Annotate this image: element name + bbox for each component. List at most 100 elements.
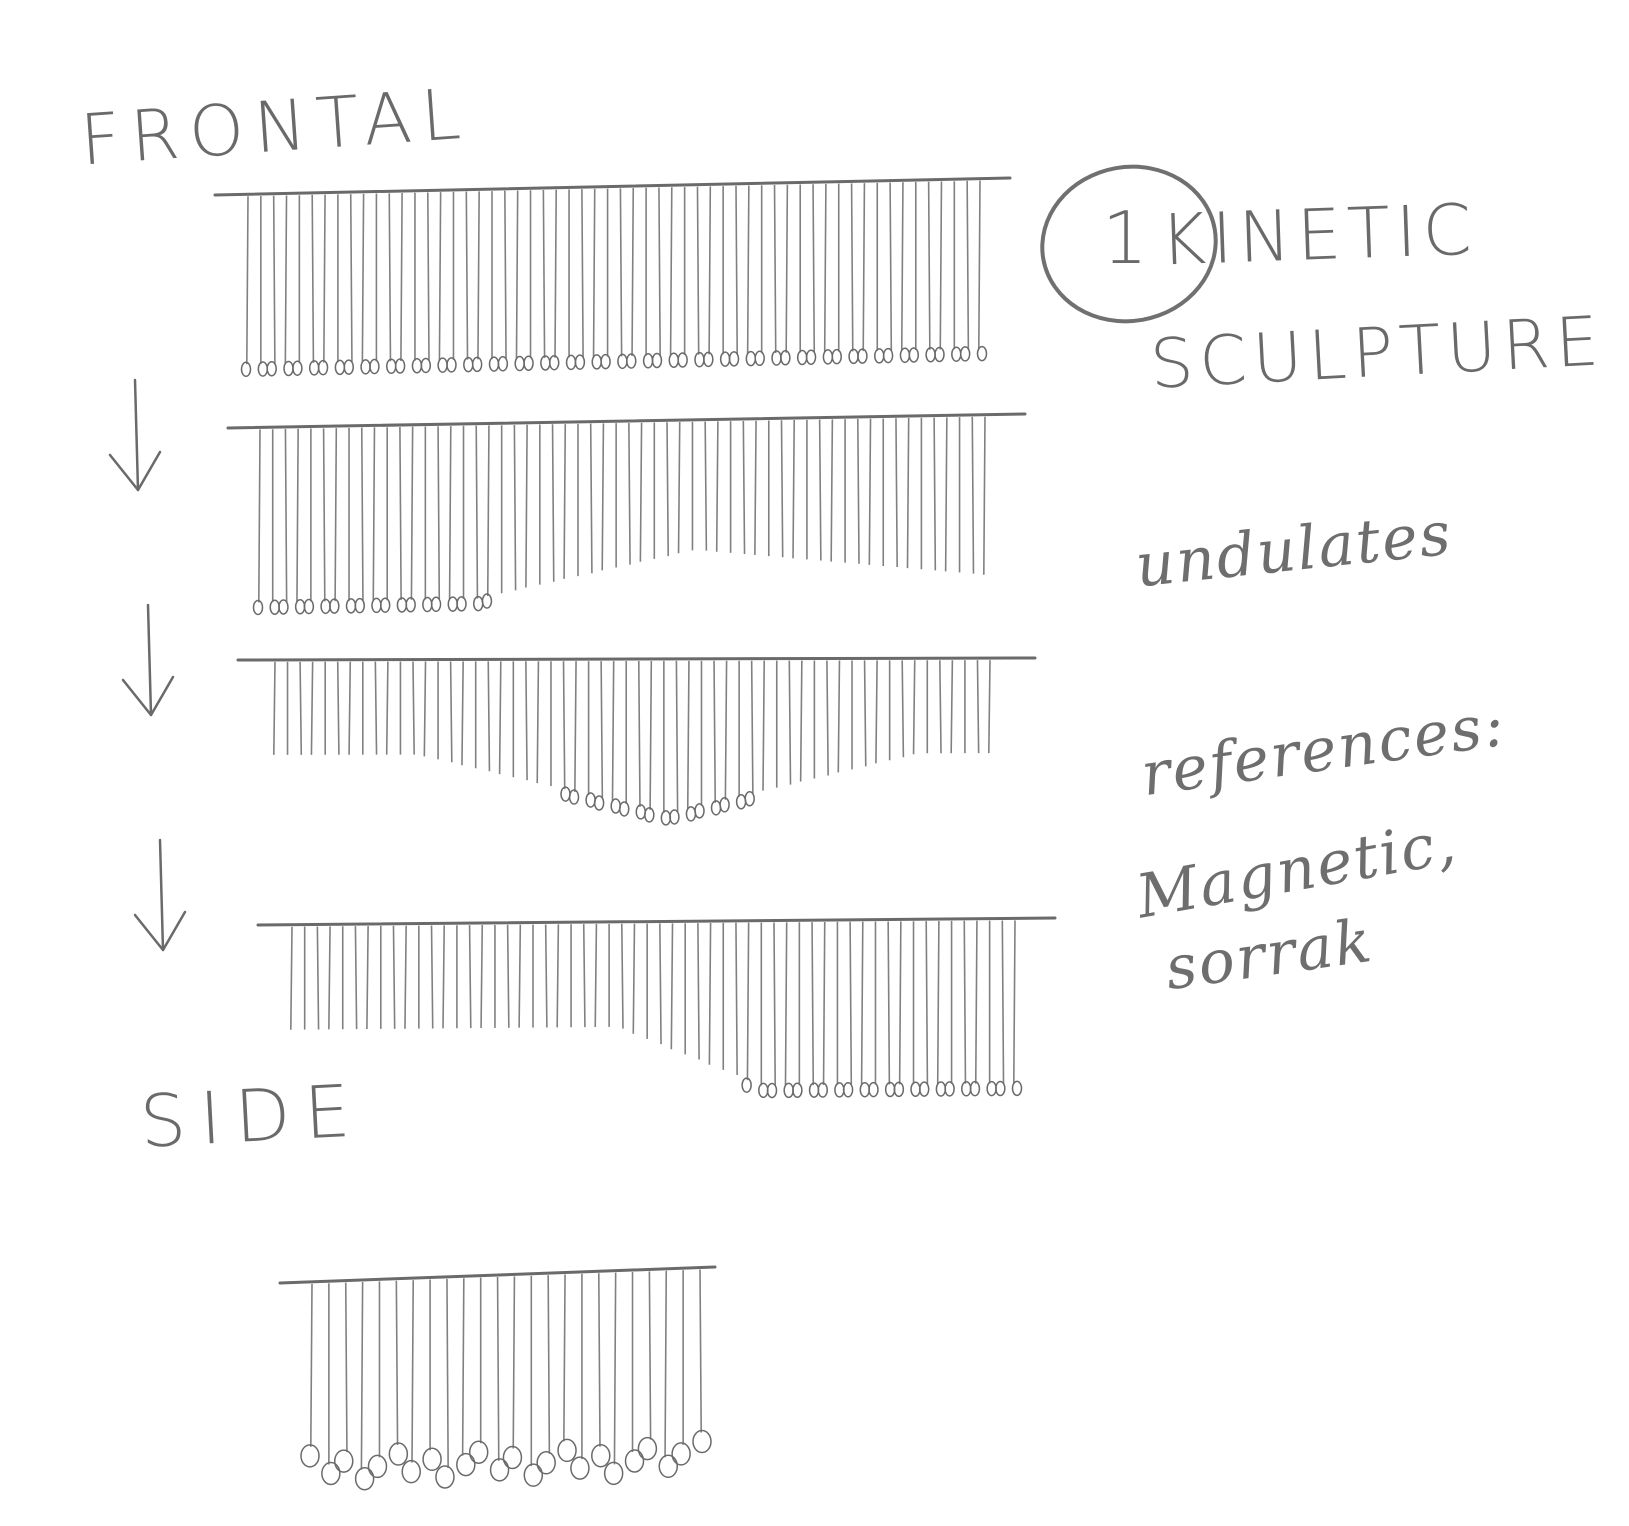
string — [713, 660, 717, 803]
string — [354, 926, 358, 1030]
string — [475, 425, 479, 599]
string — [785, 184, 789, 353]
weight — [766, 1082, 778, 1099]
weight — [624, 1449, 645, 1473]
weight — [321, 1461, 341, 1486]
weight — [471, 356, 483, 373]
weight — [430, 596, 442, 613]
string — [611, 661, 615, 801]
weight — [320, 598, 331, 615]
string — [582, 924, 586, 1028]
weight — [817, 1082, 828, 1098]
string — [927, 181, 931, 350]
string — [974, 920, 978, 1084]
weight — [489, 1458, 510, 1482]
string — [258, 429, 261, 603]
string — [860, 921, 864, 1085]
weight — [388, 1442, 409, 1466]
weight — [805, 349, 817, 365]
side-label: SIDE — [137, 1068, 366, 1164]
weight — [360, 359, 371, 375]
string — [465, 191, 469, 360]
hanging-bar — [278, 1265, 717, 1285]
weight — [269, 599, 280, 615]
string — [978, 180, 981, 349]
string — [513, 424, 517, 591]
weight — [435, 1465, 455, 1489]
weight — [334, 359, 346, 376]
down-arrow-icon — [133, 838, 187, 952]
hanging-bar — [226, 412, 1027, 430]
string — [669, 187, 673, 356]
string — [563, 424, 567, 579]
string — [784, 922, 788, 1086]
weight — [591, 1443, 611, 1468]
weight — [780, 350, 791, 366]
weight — [868, 1081, 879, 1098]
weight — [593, 795, 605, 811]
sculpture-panel-2 — [226, 412, 1027, 616]
weight — [343, 359, 354, 375]
string — [284, 195, 288, 364]
string — [589, 423, 593, 574]
string — [988, 660, 991, 754]
weight — [783, 1082, 794, 1099]
string — [372, 427, 376, 601]
string — [404, 925, 407, 1029]
weight — [859, 1081, 871, 1098]
weight — [401, 1459, 421, 1484]
weight — [874, 348, 885, 364]
string — [735, 185, 738, 354]
string — [461, 1278, 465, 1456]
string — [699, 1269, 702, 1433]
weight — [488, 356, 500, 372]
weight — [354, 597, 366, 614]
string — [562, 661, 566, 790]
weight — [925, 346, 936, 363]
string — [547, 1275, 551, 1454]
weight — [882, 347, 894, 364]
weight — [694, 803, 705, 819]
string — [715, 421, 719, 552]
string — [581, 189, 584, 358]
weight — [660, 810, 672, 826]
weight — [677, 352, 688, 368]
string — [423, 661, 427, 757]
weight — [935, 1081, 947, 1097]
string — [696, 186, 700, 355]
string — [936, 921, 940, 1085]
weight — [848, 348, 859, 365]
sculpture-panel-4 — [256, 916, 1057, 1099]
weight — [671, 1442, 691, 1466]
weight — [842, 1082, 854, 1098]
weight — [481, 593, 493, 609]
weight — [969, 1080, 981, 1097]
title-line-1: KINETIC — [1158, 188, 1479, 282]
string — [410, 426, 414, 600]
hanging-bar — [256, 916, 1057, 927]
string — [310, 1283, 313, 1447]
weight — [422, 1447, 442, 1472]
string — [395, 1280, 399, 1446]
string — [708, 923, 712, 1065]
string — [504, 190, 507, 359]
string — [446, 1278, 449, 1468]
weight — [617, 353, 628, 370]
string — [613, 1272, 617, 1465]
string — [823, 183, 827, 352]
string — [544, 924, 548, 1028]
weight — [405, 597, 416, 613]
weight — [252, 599, 264, 616]
weight — [472, 595, 484, 612]
string — [750, 660, 754, 794]
weight — [834, 1082, 845, 1098]
string — [746, 185, 750, 354]
string — [506, 924, 510, 1028]
string — [594, 924, 598, 1028]
weight — [502, 1445, 523, 1470]
weight — [899, 347, 911, 364]
string — [273, 661, 276, 755]
string — [704, 421, 708, 551]
string — [944, 417, 948, 572]
weight — [918, 1081, 930, 1097]
